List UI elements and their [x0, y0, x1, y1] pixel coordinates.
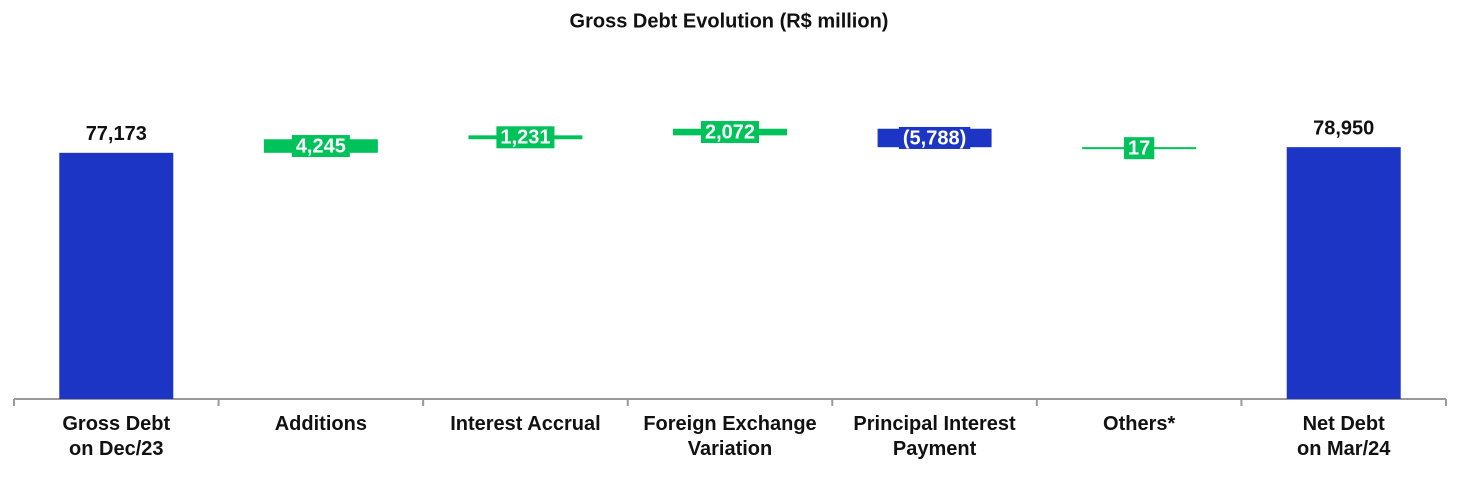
data-label: (5,788) [903, 127, 966, 149]
x-tick-label: Principal Interest Payment [853, 413, 1016, 460]
data-label-bg [1124, 137, 1155, 160]
data-label-bg [291, 135, 350, 158]
bar [1286, 147, 1401, 399]
x-tick-label: Gross Debt on Dec/23 [62, 413, 171, 460]
x-tick-label: Foreign Exchange Variation [643, 413, 817, 460]
x-tick-label: Net Debt on Mar/24 [1297, 413, 1391, 460]
chart-title: Gross Debt Evolution (R$ million) [570, 10, 889, 32]
x-tick-label: Others* [1103, 413, 1176, 435]
x-tick-label: Interest Accrual [450, 413, 601, 435]
data-label: 1,231 [500, 127, 550, 149]
data-label-bg [496, 126, 555, 149]
data-label-bg [700, 121, 760, 144]
data-label: 77,173 [86, 123, 147, 145]
data-label: 78,950 [1313, 117, 1374, 139]
x-tick-label: Additions [274, 413, 367, 435]
data-label: 2,072 [705, 121, 755, 143]
data-label: 17 [1128, 137, 1150, 159]
data-label: 4,245 [296, 135, 346, 157]
data-label-bg [898, 126, 971, 149]
bar [59, 152, 174, 399]
